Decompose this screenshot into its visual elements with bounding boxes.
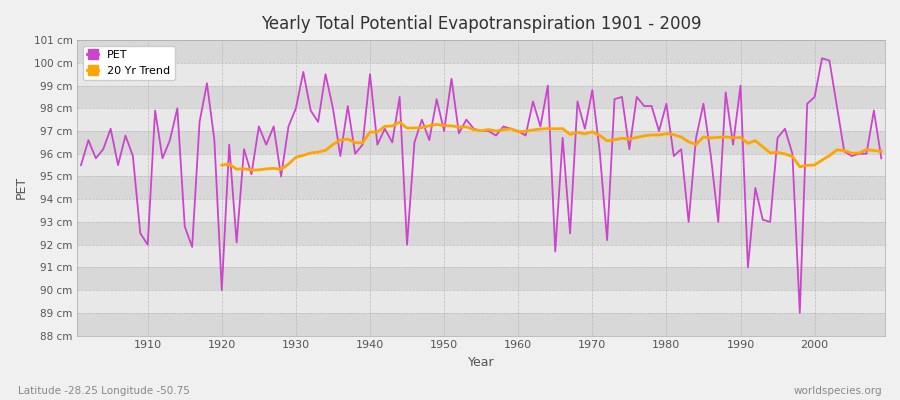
Text: worldspecies.org: worldspecies.org	[794, 386, 882, 396]
Bar	[77, 222, 885, 245]
Title: Yearly Total Potential Evapotranspiration 1901 - 2009: Yearly Total Potential Evapotranspiratio…	[261, 15, 701, 33]
Bar	[77, 267, 885, 290]
Bar	[77, 176, 885, 199]
Bar	[77, 313, 885, 336]
X-axis label: Year: Year	[468, 356, 494, 369]
Bar	[77, 86, 885, 108]
Legend: PET, 20 Yr Trend: PET, 20 Yr Trend	[83, 46, 175, 80]
Bar	[77, 40, 885, 63]
Bar	[77, 131, 885, 154]
Y-axis label: PET: PET	[15, 176, 28, 200]
Text: Latitude -28.25 Longitude -50.75: Latitude -28.25 Longitude -50.75	[18, 386, 190, 396]
